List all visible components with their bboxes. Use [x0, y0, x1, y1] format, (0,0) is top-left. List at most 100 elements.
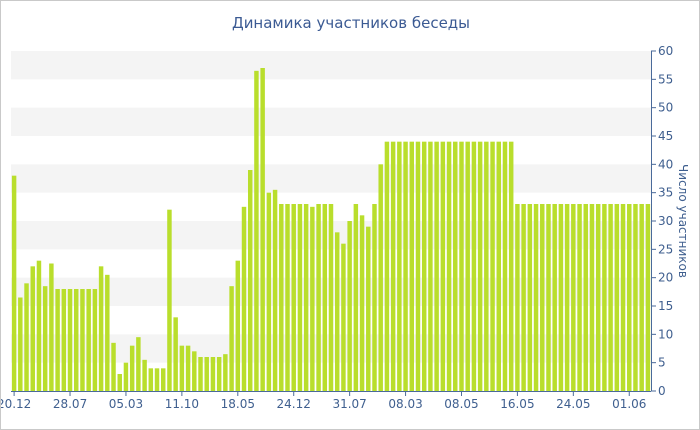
bar — [229, 286, 234, 391]
bar — [620, 204, 626, 391]
x-tick-label: 16.05 — [500, 397, 534, 411]
grid-band — [11, 164, 651, 193]
y-tick-label: 30 — [658, 214, 673, 228]
bar — [285, 204, 290, 391]
bar — [42, 286, 48, 391]
bar — [378, 164, 383, 391]
x-tick-label: 05.03 — [109, 397, 143, 411]
bar — [515, 204, 520, 391]
bar — [80, 289, 85, 391]
bar — [179, 345, 185, 391]
y-tick-label: 45 — [658, 129, 673, 143]
bar — [415, 141, 421, 391]
y-tick-label: 50 — [658, 101, 673, 115]
y-tick-label: 0 — [658, 384, 666, 398]
bar — [105, 274, 110, 391]
bar — [359, 215, 365, 391]
bar — [490, 141, 495, 391]
bar — [185, 345, 191, 391]
bar — [602, 204, 607, 391]
bar — [210, 357, 216, 391]
bar — [533, 204, 539, 391]
bar — [148, 368, 154, 391]
bar — [260, 68, 265, 391]
bar — [540, 204, 545, 391]
bar — [390, 141, 396, 391]
bar — [477, 141, 483, 391]
bar — [11, 175, 17, 391]
y-tick-label: 35 — [658, 186, 673, 200]
bar — [18, 297, 23, 391]
y-tick-label: 10 — [658, 327, 673, 341]
bar — [353, 204, 359, 391]
bar — [508, 141, 514, 391]
bar — [397, 141, 402, 391]
x-tick-label: 11.10 — [165, 397, 199, 411]
bar — [61, 289, 67, 391]
bar — [204, 357, 209, 391]
bar — [446, 141, 452, 391]
bar — [366, 226, 371, 391]
bar — [453, 141, 458, 391]
y-tick-label: 60 — [658, 44, 673, 58]
grid-band — [11, 107, 651, 136]
bar — [111, 342, 116, 391]
bar — [577, 204, 582, 391]
bar — [173, 317, 178, 391]
bar — [546, 204, 551, 391]
bar — [86, 289, 91, 391]
bar — [428, 141, 433, 391]
bar — [291, 204, 296, 391]
bar — [55, 289, 60, 391]
bar — [161, 368, 166, 391]
bar — [98, 266, 104, 391]
bar — [471, 141, 477, 391]
bar — [216, 357, 222, 391]
bar — [645, 204, 651, 391]
bar — [198, 357, 203, 391]
bar — [123, 362, 129, 391]
chart-title: Динамика участников беседы — [231, 14, 471, 32]
bar — [223, 354, 228, 391]
bar — [279, 204, 284, 391]
bar — [272, 189, 278, 391]
bar — [67, 289, 73, 391]
bar — [558, 204, 564, 391]
x-tick-label: 08.05 — [444, 397, 478, 411]
x-tick-label: 24.12 — [277, 397, 311, 411]
bar — [167, 209, 172, 391]
bar — [316, 204, 321, 391]
bar — [552, 204, 557, 391]
bar — [440, 141, 446, 391]
bar — [347, 221, 352, 391]
bar — [154, 368, 160, 391]
bar — [74, 289, 79, 391]
bar — [527, 204, 533, 391]
x-tick-label: 28.07 — [53, 397, 87, 411]
x-tick-label: 31.07 — [332, 397, 366, 411]
bar — [459, 141, 464, 391]
bar — [303, 204, 309, 391]
bar — [92, 289, 98, 391]
bar — [627, 204, 632, 391]
bar — [254, 70, 259, 391]
bar — [322, 204, 328, 391]
bar — [49, 263, 54, 391]
x-tick-label: 20.12 — [1, 397, 31, 411]
bar — [24, 283, 29, 391]
y-tick-label: 15 — [658, 299, 673, 313]
bar — [484, 141, 489, 391]
y-tick-label: 5 — [658, 356, 666, 370]
bar — [564, 204, 570, 391]
bar — [117, 374, 122, 391]
grid-band — [11, 51, 651, 80]
bar — [502, 141, 508, 391]
bar — [142, 359, 147, 391]
bar — [328, 204, 334, 391]
bar — [614, 204, 620, 391]
bar — [434, 141, 439, 391]
x-tick-label: 18.05 — [221, 397, 255, 411]
y-tick-label: 40 — [658, 157, 673, 171]
bar — [608, 204, 613, 391]
bar — [129, 345, 135, 391]
